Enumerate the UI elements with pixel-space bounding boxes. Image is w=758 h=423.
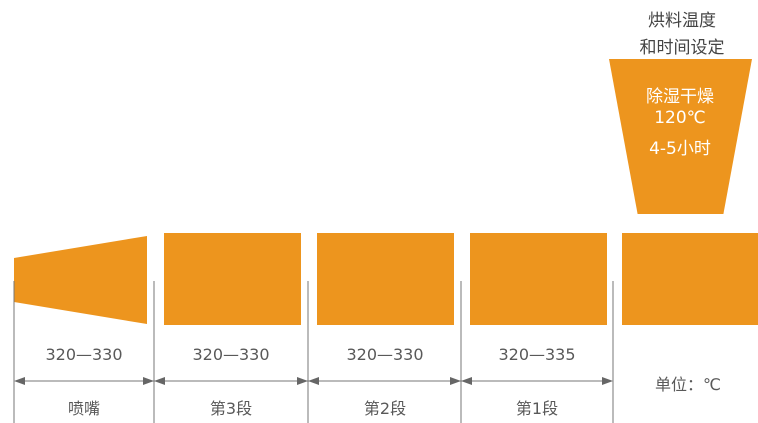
arrowhead [450,377,461,385]
segment-name: 第3段 [209,399,253,418]
arrowhead [308,377,319,385]
hopper-label-line1: 除湿干燥 [646,87,714,107]
zone-3-block [164,233,301,325]
arrowhead [154,377,165,385]
segment-range: 320—330 [192,345,270,364]
unit-label: 单位：℃ [655,375,721,394]
hopper-label-line2: 120℃ [654,108,706,128]
segment-name: 第1段 [515,399,559,418]
header-title-line2: 和时间设定 [639,38,725,58]
arrowhead [297,377,308,385]
segment-range: 320—335 [498,345,576,364]
segment-name: 喷嘴 [67,399,100,418]
zone-2-block [317,233,454,325]
zone-1-block [470,233,607,325]
hopper-label-line3: 4-5小时 [649,139,711,159]
arrowhead [14,377,25,385]
arrowhead [143,377,154,385]
feed-zone-block [622,233,758,325]
arrowhead [461,377,472,385]
segment-range: 320—330 [346,345,424,364]
segment-name: 第2段 [363,399,407,418]
header-title-line1: 烘料温度 [648,11,716,31]
arrowhead [602,377,613,385]
segment-range: 320—330 [45,345,123,364]
